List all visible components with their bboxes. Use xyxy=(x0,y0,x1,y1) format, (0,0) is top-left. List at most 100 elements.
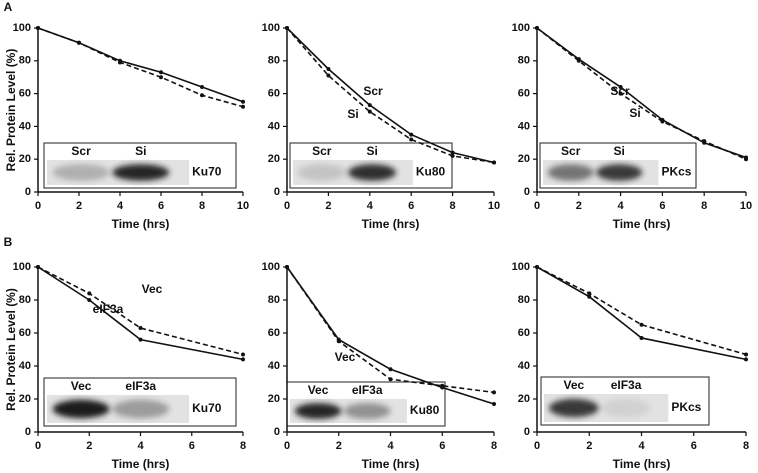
y-tick-label: 80 xyxy=(518,55,530,67)
data-point xyxy=(639,322,644,327)
data-point xyxy=(744,352,748,357)
series-line xyxy=(286,27,495,164)
x-tick-label: 2 xyxy=(576,200,582,212)
y-tick-label: 40 xyxy=(268,120,280,132)
data-point xyxy=(241,104,245,109)
y-tick-label: 80 xyxy=(518,294,530,306)
series-line xyxy=(536,266,747,361)
band xyxy=(52,164,110,181)
data-point xyxy=(409,137,414,142)
band xyxy=(112,164,170,181)
y-tick-label: 40 xyxy=(19,120,31,132)
y-tick-label: 20 xyxy=(518,393,530,405)
y-tick-label: 80 xyxy=(19,294,31,306)
series-line xyxy=(37,266,244,361)
y-tick-label: 100 xyxy=(512,261,530,273)
data-point xyxy=(409,132,414,137)
y-tick-label: 100 xyxy=(512,22,530,34)
x-tick-label: 10 xyxy=(237,200,249,212)
band xyxy=(297,164,346,181)
protein-label: Ku80 xyxy=(410,403,440,417)
y-tick-label: 0 xyxy=(274,186,280,198)
data-point xyxy=(388,377,393,382)
panel-letter: A xyxy=(4,0,13,14)
data-point xyxy=(660,119,665,124)
x-tick-label: 6 xyxy=(408,200,414,212)
x-tick-label: 2 xyxy=(336,440,342,452)
protein-label: PKcs xyxy=(671,400,701,414)
data-point xyxy=(326,67,331,71)
data-point xyxy=(702,139,707,144)
x-tick-label: 10 xyxy=(740,200,752,212)
data-point xyxy=(450,153,455,158)
x-tick-label: 8 xyxy=(701,200,707,212)
x-axis-label: Time (hrs) xyxy=(613,457,671,471)
data-point xyxy=(87,298,92,302)
y-tick-label: 100 xyxy=(262,22,280,34)
x-tick-label: 0 xyxy=(35,440,41,452)
data-point xyxy=(285,26,289,30)
panel-letter: B xyxy=(4,235,13,249)
data-point xyxy=(618,91,623,96)
data-point xyxy=(744,357,748,362)
protein-label: Ku80 xyxy=(416,165,446,179)
series-line xyxy=(286,266,495,394)
y-tick-label: 100 xyxy=(13,22,31,34)
data-point xyxy=(36,26,40,30)
x-tick-label: 8 xyxy=(450,200,456,212)
data-point xyxy=(576,58,581,63)
y-tick-label: 100 xyxy=(13,261,31,273)
data-point xyxy=(241,357,245,362)
lane-label: Vec xyxy=(71,379,92,393)
y-tick-label: 60 xyxy=(19,327,31,339)
x-tick-label: 6 xyxy=(189,440,195,452)
x-axis-label: Time (hrs) xyxy=(362,457,420,471)
band xyxy=(548,398,599,418)
series-label: Vec xyxy=(142,282,163,296)
series-line xyxy=(536,27,747,159)
data-point xyxy=(492,390,496,395)
data-point xyxy=(744,157,748,162)
y-tick-label: 40 xyxy=(268,360,280,372)
x-tick-label: 8 xyxy=(240,440,246,452)
y-tick-label: 80 xyxy=(268,55,280,67)
x-tick-label: 4 xyxy=(367,200,374,212)
lane-label: Vec xyxy=(308,383,329,397)
x-tick-label: 8 xyxy=(199,200,205,212)
series-line xyxy=(37,266,244,356)
data-point xyxy=(535,265,539,269)
series-label: Vec xyxy=(335,350,356,364)
y-tick-label: 60 xyxy=(268,88,280,100)
data-point xyxy=(440,383,445,388)
x-tick-label: 10 xyxy=(488,200,500,212)
series-label: Si xyxy=(629,106,640,120)
y-tick-label: 0 xyxy=(25,426,31,438)
y-axis-label: Rel. Protein Level (%) xyxy=(4,288,18,411)
lane-label: Si xyxy=(366,144,377,158)
x-tick-label: 4 xyxy=(618,200,625,212)
y-tick-label: 20 xyxy=(268,153,280,165)
series-label: Si xyxy=(347,107,358,121)
lane-label: Scr xyxy=(312,144,332,158)
y-tick-label: 20 xyxy=(268,393,280,405)
lane-label: eIF3a xyxy=(611,378,642,392)
data-point xyxy=(618,85,623,90)
data-point xyxy=(492,401,496,406)
y-tick-label: 0 xyxy=(274,426,280,438)
series-line xyxy=(286,27,495,164)
series-label: Scr xyxy=(363,84,383,98)
y-tick-label: 0 xyxy=(25,186,31,198)
lane-label: eIF3a xyxy=(125,379,156,393)
y-tick-label: 0 xyxy=(524,186,530,198)
x-tick-label: 6 xyxy=(439,440,445,452)
y-tick-label: 0 xyxy=(524,426,530,438)
x-tick-label: 2 xyxy=(86,440,92,452)
x-tick-label: 4 xyxy=(137,440,144,452)
data-point xyxy=(336,339,341,344)
y-tick-label: 20 xyxy=(518,153,530,165)
data-point xyxy=(450,150,455,155)
protein-label: Ku70 xyxy=(192,401,222,415)
x-tick-label: 0 xyxy=(35,200,41,212)
protein-label: PKcs xyxy=(661,165,691,179)
